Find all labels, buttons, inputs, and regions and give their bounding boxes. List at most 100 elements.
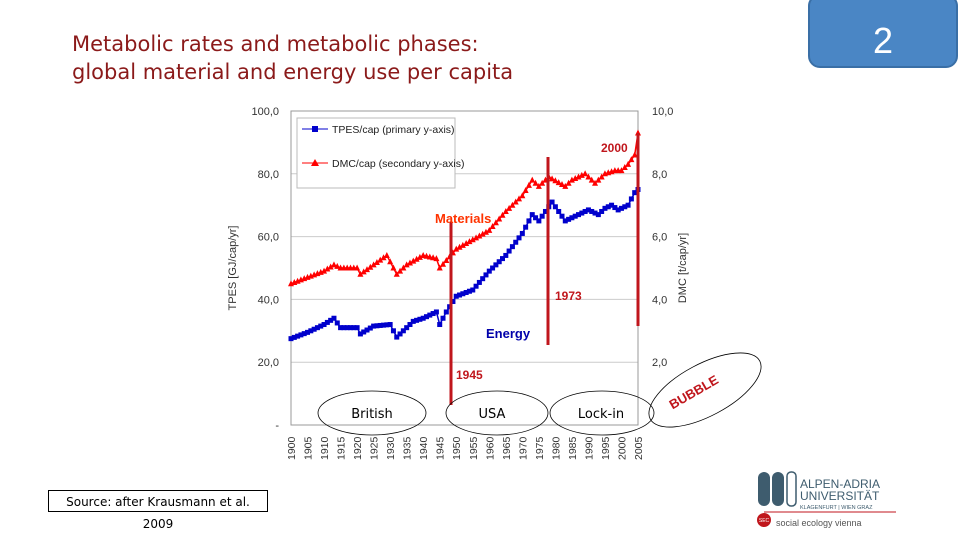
- dmc-point: [387, 258, 394, 265]
- label-2000: 2000: [601, 141, 628, 155]
- tpes-point: [347, 325, 353, 331]
- tpes-point: [387, 322, 393, 328]
- tpes-point: [490, 265, 496, 271]
- tpes-point: [533, 215, 539, 221]
- page-number-badge: 2: [808, 0, 958, 68]
- dmc-point: [403, 261, 410, 268]
- x-tick-label: 1940: [418, 436, 430, 460]
- dmc-point: [598, 173, 605, 180]
- dmc-point: [456, 243, 463, 250]
- tpes-point: [381, 322, 387, 328]
- dmc-point: [453, 245, 460, 252]
- dmc-point: [555, 179, 562, 186]
- dmc-point: [558, 180, 565, 187]
- tpes-point: [443, 309, 449, 315]
- tpes-point: [615, 207, 621, 213]
- tpes-point: [523, 224, 529, 230]
- tpes-point: [437, 322, 443, 328]
- tpes-point: [404, 325, 410, 331]
- dmc-point: [489, 223, 496, 230]
- tpes-point: [440, 315, 446, 321]
- tpes-point: [589, 208, 595, 214]
- tpes-point: [599, 208, 605, 214]
- logo-line2: UNIVERSITÄT: [800, 489, 880, 503]
- tpes-point: [311, 326, 317, 332]
- tpes-point: [357, 331, 363, 337]
- dmc-point: [499, 211, 506, 218]
- tpes-point: [390, 328, 396, 334]
- logo-line4: social ecology vienna: [776, 518, 862, 528]
- phase-usa-ellipse: [445, 390, 549, 436]
- tpes-point: [427, 312, 433, 318]
- dmc-point: [552, 177, 559, 184]
- tpes-point: [612, 205, 618, 211]
- dmc-point: [324, 265, 331, 272]
- y-tick-label: -: [275, 420, 279, 432]
- dmc-point: [585, 173, 592, 180]
- dmc-point: [516, 195, 523, 202]
- phase-british: British: [351, 407, 393, 422]
- tpes-point: [556, 208, 562, 214]
- y2-tick-label: 10,0: [652, 106, 673, 118]
- dmc-point: [525, 181, 532, 188]
- x-tick-label: 1995: [600, 436, 612, 460]
- tpes-point: [367, 325, 373, 331]
- legend-tpes-label: TPES/cap (primary y-axis): [332, 124, 455, 136]
- tpes-point: [321, 322, 327, 328]
- tpes-point: [410, 318, 416, 324]
- tpes-point: [513, 239, 519, 245]
- dmc-point: [582, 170, 589, 177]
- dmc-point: [406, 259, 413, 266]
- tpes-point: [582, 208, 588, 214]
- tpes-point: [450, 298, 456, 304]
- tpes-point: [453, 293, 459, 299]
- tpes-point: [605, 204, 611, 210]
- dmc-point: [354, 264, 361, 271]
- tpes-point: [595, 212, 601, 218]
- tpes-point: [291, 334, 297, 340]
- tpes-point: [526, 218, 532, 224]
- x-tick-label: 1960: [484, 436, 496, 460]
- tpes-point: [361, 329, 367, 335]
- phase-lockin-ellipse: [549, 390, 655, 436]
- tpes-point: [500, 256, 506, 262]
- legend-tpes-marker: [312, 126, 318, 132]
- x-tick-label: 1925: [369, 436, 381, 460]
- dmc-point: [466, 238, 473, 245]
- phase-lockin: Lock-in: [578, 407, 624, 422]
- y-axis-label: TPES [GJ/cap/yr]: [227, 226, 239, 311]
- tpes-point: [486, 268, 492, 274]
- tpes-point: [305, 329, 311, 335]
- dmc-point: [512, 198, 519, 205]
- x-tick-label: 2005: [633, 436, 645, 460]
- tpes-point: [559, 213, 565, 219]
- x-tick-label: 1900: [286, 436, 298, 460]
- dmc-point: [496, 215, 503, 222]
- x-tick-label: 1910: [319, 436, 331, 460]
- y-tick-label: 100,0: [251, 106, 279, 118]
- label-1945: 1945: [456, 368, 483, 382]
- tpes-point: [516, 235, 522, 241]
- dmc-point: [479, 230, 486, 237]
- dmc-point: [380, 254, 387, 261]
- y2-tick-label: 6,0: [652, 232, 667, 244]
- tpes-point: [618, 205, 624, 211]
- x-tick-label: 1965: [501, 436, 513, 460]
- tpes-point: [298, 332, 304, 338]
- dmc-point: [393, 270, 400, 277]
- dmc-point: [400, 264, 407, 271]
- dmc-point: [413, 255, 420, 262]
- dmc-point: [618, 167, 625, 174]
- x-tick-label: 1990: [583, 436, 595, 460]
- dmc-point: [370, 261, 377, 268]
- dmc-point: [492, 219, 499, 226]
- dmc-point: [433, 255, 440, 262]
- tpes-point: [397, 331, 403, 337]
- tpes-point: [625, 202, 631, 208]
- tpes-point: [506, 248, 512, 254]
- dmc-point: [373, 259, 380, 266]
- x-tick-label: 1985: [567, 436, 579, 460]
- tpes-point: [295, 333, 301, 339]
- tpes-point: [308, 328, 314, 334]
- tpes-point: [414, 317, 420, 323]
